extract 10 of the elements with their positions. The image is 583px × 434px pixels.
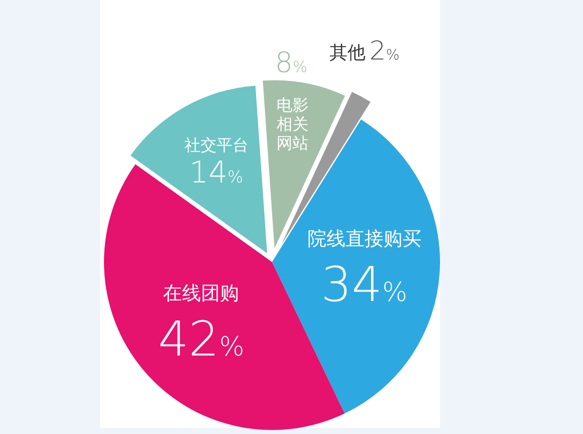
data-label: 14% xyxy=(189,155,244,190)
slice-label: 院线直接购买 xyxy=(307,228,422,250)
slice-label: 在线团购 xyxy=(163,282,240,304)
slice-label: 电影相关网站 xyxy=(276,95,309,152)
data-label: 34% xyxy=(321,257,408,314)
data-label: 42% xyxy=(158,311,244,368)
slice-label: 社交平台 xyxy=(184,135,248,154)
data-label: 2% xyxy=(369,36,400,66)
slice-label: 其他 xyxy=(329,42,366,64)
data-label: 8% xyxy=(274,46,308,80)
